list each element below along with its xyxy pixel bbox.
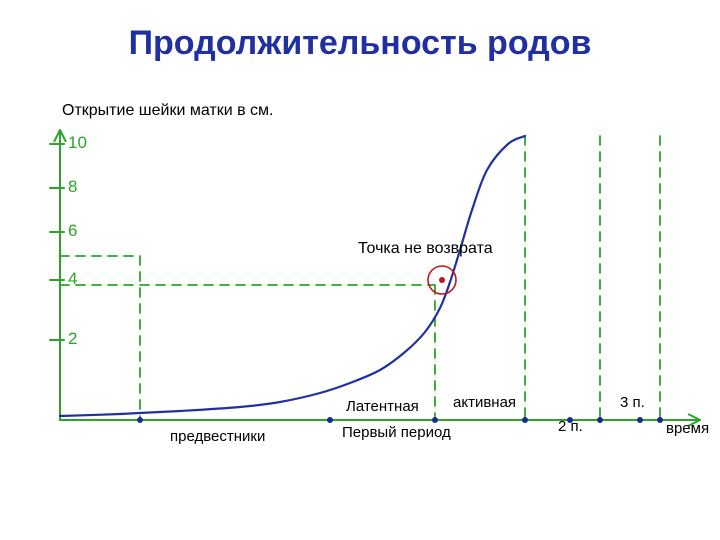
y-tick-label: 6 <box>68 221 77 241</box>
y-tick-label: 4 <box>68 269 77 289</box>
y-tick-label: 10 <box>68 133 87 153</box>
x-axis-marker-dot <box>597 417 603 423</box>
x-axis-marker-dot <box>137 417 143 423</box>
x-axis-marker-dot <box>432 417 438 423</box>
y-axis-title: Открытие шейки матки в см. <box>62 102 273 120</box>
x-label-active: активная <box>453 394 516 411</box>
x-label-precursors: предвестники <box>170 428 265 445</box>
x-axis-marker-dot <box>657 417 663 423</box>
y-tick-label: 8 <box>68 177 77 197</box>
x-axis-marker-dot <box>637 417 643 423</box>
x-axis-marker-dot <box>327 417 333 423</box>
x-axis-marker-dot <box>522 417 528 423</box>
point-of-no-return-label: Точка не возврата <box>358 240 493 258</box>
labor-duration-chart <box>0 0 720 540</box>
x-label-latent: Латентная <box>346 398 419 415</box>
x-label-second-period: 2 п. <box>558 418 583 435</box>
x-label-third-period: 3 п. <box>620 394 645 411</box>
x-axis-title: время <box>666 420 709 437</box>
slide: Продолжительность родов 108642 Открытие … <box>0 0 720 540</box>
y-tick-label: 2 <box>68 329 77 349</box>
x-label-first-period: Первый период <box>342 424 451 441</box>
